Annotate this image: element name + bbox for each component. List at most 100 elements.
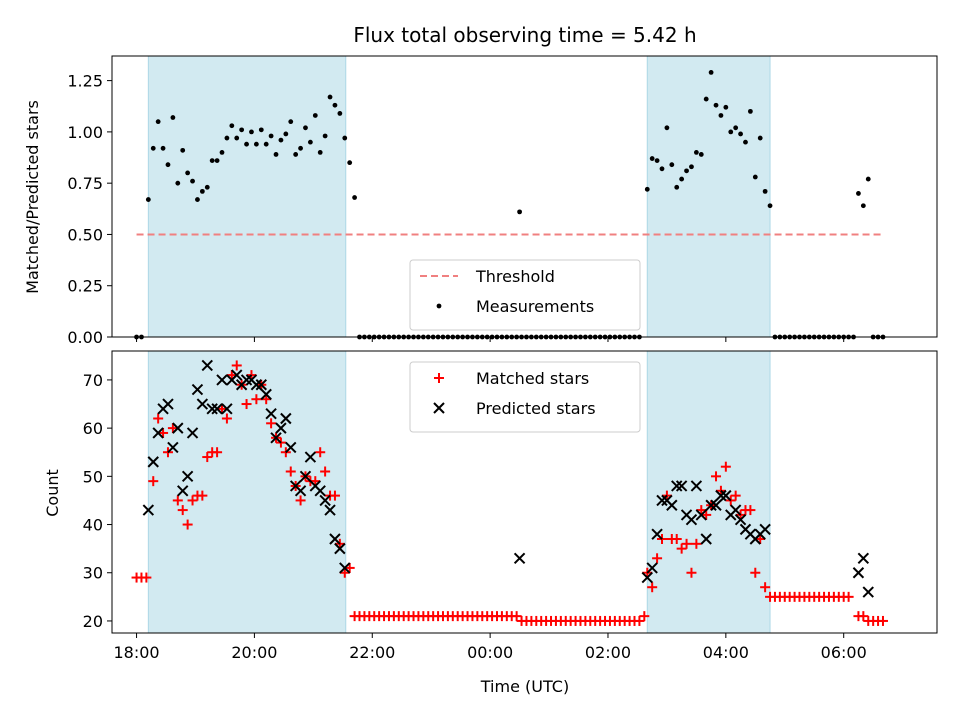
measurement-point xyxy=(649,156,655,161)
matched-star-marker xyxy=(177,505,188,516)
predicted-star-marker xyxy=(240,374,253,386)
matched-star-marker xyxy=(750,567,761,578)
matched-star-marker xyxy=(141,572,152,583)
predicted-star-marker xyxy=(285,441,297,454)
x-axis-label: Time (UTC) xyxy=(480,677,569,696)
ratio-panel: 0.00 0.25 0.50 0.75 1.00 1.25 Threshold Measure… xyxy=(67,55,938,347)
bottom-legend: Matched stars Predicted stars xyxy=(409,361,641,433)
measurement-point xyxy=(298,145,303,151)
measurement-point xyxy=(865,176,871,182)
predicted-star-marker xyxy=(334,542,346,555)
measurement-point xyxy=(190,178,195,184)
predicted-star-marker xyxy=(304,451,317,463)
matched-star-marker xyxy=(148,476,159,487)
measurement-point xyxy=(762,188,768,194)
matched-star-marker xyxy=(701,509,712,520)
measurement-point xyxy=(713,102,719,108)
matched-star-marker xyxy=(221,413,232,424)
predicted-star-marker xyxy=(172,422,184,434)
measurement-point xyxy=(204,184,210,190)
matched-star-marker xyxy=(720,461,731,472)
measurement-point xyxy=(253,141,259,147)
count-panel: 20 30 40 50 60 70 18:00 20:00 22:00 00:00 02:00 04:… xyxy=(83,350,938,662)
predicted-star-marker xyxy=(221,403,233,415)
matched-star-marker xyxy=(647,582,658,593)
measurement-point xyxy=(684,168,689,174)
measurement-point xyxy=(317,150,323,155)
predicted-star-marker xyxy=(162,398,174,410)
matched-star-marker xyxy=(182,519,193,530)
measurement-point xyxy=(209,158,215,164)
predicted-star-marker xyxy=(314,485,326,497)
matched-star-marker xyxy=(241,399,252,410)
matched-star-marker xyxy=(187,495,198,506)
predicted-star-marker xyxy=(715,489,727,502)
predicted-star-marker xyxy=(729,504,742,516)
top-y-tick-label: 1.25 xyxy=(67,72,103,91)
matched-star-marker xyxy=(251,394,262,405)
predicted-star-marker xyxy=(152,427,164,439)
matched-star-marker xyxy=(681,538,692,549)
matched-star-marker xyxy=(858,611,869,622)
matched-star-marker xyxy=(212,447,223,458)
predicted-star-marker xyxy=(324,504,336,516)
top-axes-frame xyxy=(111,55,938,338)
predicted-star-marker xyxy=(329,533,341,545)
predicted-star-marker xyxy=(270,432,282,444)
top-legend: Threshold Measurements xyxy=(409,259,641,331)
top-y-tick-label: 0.00 xyxy=(67,328,103,347)
predicted-star-marker xyxy=(265,407,277,420)
predicted-star-marker xyxy=(646,562,658,574)
x-tick-label: 02:00 xyxy=(585,643,631,662)
measurement-point xyxy=(757,135,763,141)
bottom-y-tick-label: 50 xyxy=(83,467,103,486)
predicted-star-marker xyxy=(147,456,159,468)
measurement-point xyxy=(674,184,680,190)
legend-label: Predicted stars xyxy=(476,399,596,418)
measurement-point xyxy=(689,164,694,170)
bottom-y-tick-label: 60 xyxy=(83,419,103,438)
predicted-star-marker xyxy=(201,359,213,372)
predicted-star-marker xyxy=(339,562,351,574)
measurement-point xyxy=(679,176,685,182)
top-observing-window-1 xyxy=(147,55,347,338)
predicted-star-marker xyxy=(294,485,307,497)
predicted-star-marker xyxy=(319,494,331,507)
measurement-point xyxy=(175,180,181,186)
measurement-point xyxy=(185,170,191,176)
measurement-point xyxy=(293,152,299,157)
measurement-point xyxy=(244,141,249,147)
matched-star-marker xyxy=(310,476,321,487)
measurement-point xyxy=(733,125,739,131)
matched-star-marker xyxy=(745,505,756,516)
predicted-star-marker xyxy=(675,480,688,492)
measurement-point xyxy=(342,135,348,141)
predicted-star-marker xyxy=(759,523,771,536)
measurement-point xyxy=(170,115,176,120)
measurement-point xyxy=(199,188,205,194)
measurement-point xyxy=(214,158,220,164)
figure-title: Flux total observing time = 5.42 h xyxy=(353,23,696,47)
matched-star-marker xyxy=(711,471,722,482)
top-y-tick-label: 0.75 xyxy=(67,174,103,193)
measurement-point xyxy=(743,139,748,145)
x-tick-label: 22:00 xyxy=(349,643,395,662)
top-y-tick-label: 1.00 xyxy=(67,123,103,142)
predicted-star-marker xyxy=(705,499,717,511)
bottom-observing-window-1 xyxy=(147,350,347,634)
measurement-point xyxy=(224,135,230,141)
matched-star-marker xyxy=(315,447,326,458)
predicted-star-marker xyxy=(720,489,732,502)
matched-star-marker xyxy=(295,495,306,506)
matched-star-marker xyxy=(231,360,242,371)
measurement-point xyxy=(150,145,156,151)
matched-star-marker xyxy=(153,413,164,424)
matched-star-marker xyxy=(226,370,237,381)
measurement-point xyxy=(693,150,699,155)
x-tick-label: 00:00 xyxy=(467,643,513,662)
predicted-star-marker xyxy=(216,374,228,386)
measurement-point xyxy=(165,162,171,168)
matched-star-marker xyxy=(634,615,645,626)
matched-star-marker xyxy=(676,543,687,554)
